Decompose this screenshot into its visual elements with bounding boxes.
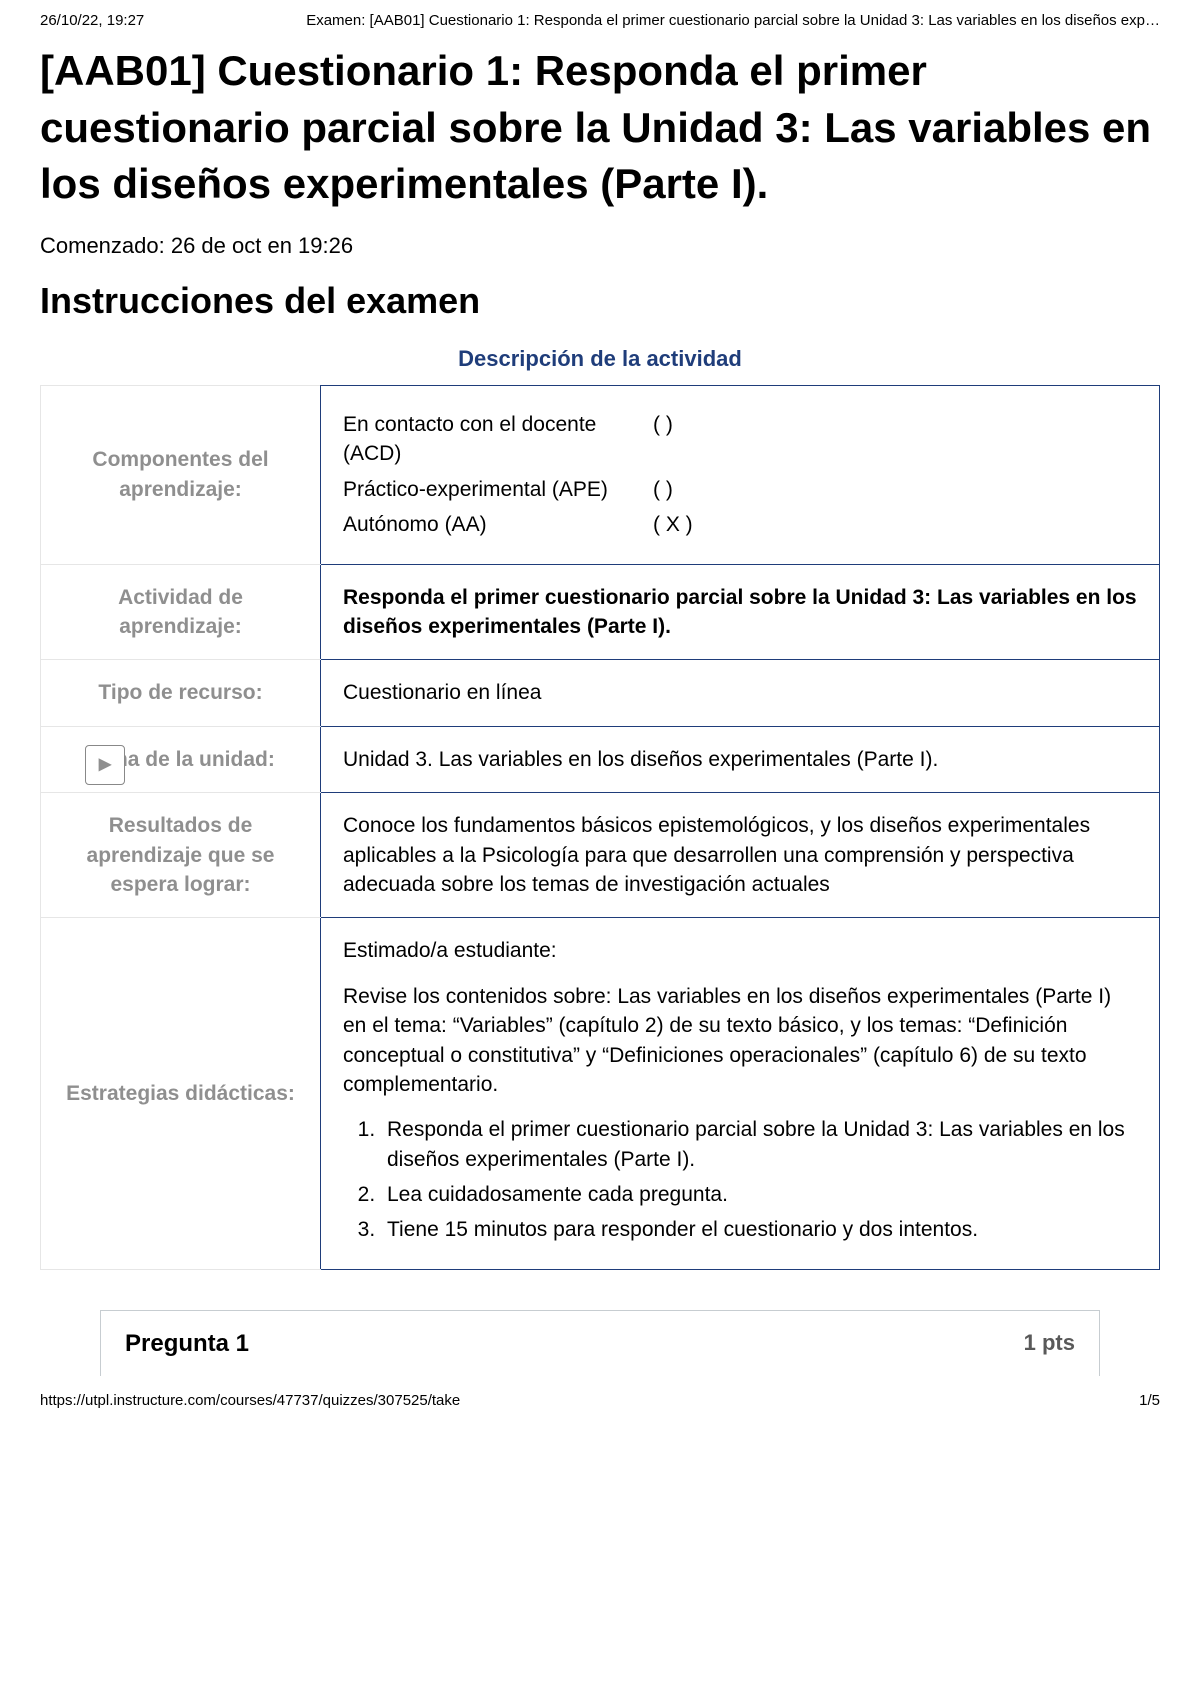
footer-page: 1/5 (1139, 1390, 1160, 1411)
print-page-title: Examen: [AAB01] Cuestionario 1: Responda… (306, 10, 1160, 31)
question-title: Pregunta 1 (125, 1327, 249, 1361)
question-header: Pregunta 1 1 pts (100, 1310, 1100, 1377)
instructions-heading: Instrucciones del examen (40, 276, 1160, 326)
description-caption: Descripción de la actividad (40, 344, 1160, 385)
page-content: [AAB01] Cuestionario 1: Responda el prim… (0, 43, 1200, 1386)
print-footer: https://utpl.instructure.com/courses/477… (0, 1386, 1200, 1421)
label-actividad: Actividad de aprendizaje: (41, 564, 321, 660)
estrategias-list: Responda el primer cuestionario parcial … (343, 1115, 1137, 1245)
value-estrategias: Estimado/a estudiante: Revise los conten… (321, 918, 1160, 1270)
row-tema: ▶ Tema de la unidad: Unidad 3. Las varia… (41, 726, 1160, 792)
question-points: 1 pts (1024, 1328, 1075, 1359)
estrategias-intro: Estimado/a estudiante: (343, 936, 1137, 965)
row-componentes: Componentes del aprendizaje: En contacto… (41, 386, 1160, 565)
estrategias-item: Tiene 15 minutos para responder el cuest… (381, 1215, 1137, 1244)
description-table: Componentes del aprendizaje: En contacto… (40, 385, 1160, 1270)
row-estrategias: Estrategias didácticas: Estimado/a estud… (41, 918, 1160, 1270)
componente-item: Práctico-experimental (APE) ( ) (343, 475, 1137, 504)
value-resultados: Conoce los fundamentos básicos epistemol… (321, 793, 1160, 918)
started-text: Comenzado: 26 de oct en 19:26 (40, 231, 1160, 262)
value-actividad: Responda el primer cuestionario parcial … (321, 564, 1160, 660)
quiz-title: [AAB01] Cuestionario 1: Responda el prim… (40, 43, 1160, 213)
componente-name: Autónomo (AA) (343, 510, 653, 539)
estrategias-paragraph: Revise los contenidos sobre: Las variabl… (343, 982, 1137, 1100)
row-tipo: Tipo de recurso: Cuestionario en línea (41, 660, 1160, 726)
label-resultados: Resultados de aprendizaje que se espera … (41, 793, 321, 918)
print-timestamp: 26/10/22, 19:27 (40, 10, 144, 31)
label-componentes: Componentes del aprendizaje: (41, 386, 321, 565)
play-button[interactable]: ▶ (85, 745, 125, 785)
label-estrategias: Estrategias didácticas: (41, 918, 321, 1270)
estrategias-item: Responda el primer cuestionario parcial … (381, 1115, 1137, 1174)
componente-mark: ( ) (653, 410, 673, 469)
label-tipo: Tipo de recurso: (41, 660, 321, 726)
row-actividad: Actividad de aprendizaje: Responda el pr… (41, 564, 1160, 660)
componente-name: Práctico-experimental (APE) (343, 475, 653, 504)
play-icon: ▶ (99, 754, 111, 776)
componente-mark: ( ) (653, 475, 673, 504)
value-tipo: Cuestionario en línea (321, 660, 1160, 726)
value-componentes: En contacto con el docente (ACD) ( ) Prá… (321, 386, 1160, 565)
label-tema: ▶ Tema de la unidad: (41, 726, 321, 792)
componente-name: En contacto con el docente (ACD) (343, 410, 653, 469)
row-resultados: Resultados de aprendizaje que se espera … (41, 793, 1160, 918)
componente-item: En contacto con el docente (ACD) ( ) (343, 410, 1137, 469)
componente-item: Autónomo (AA) ( X ) (343, 510, 1137, 539)
footer-url: https://utpl.instructure.com/courses/477… (40, 1390, 460, 1411)
componente-mark: ( X ) (653, 510, 693, 539)
value-tema: Unidad 3. Las variables en los diseños e… (321, 726, 1160, 792)
estrategias-item: Lea cuidadosamente cada pregunta. (381, 1180, 1137, 1209)
print-header: 26/10/22, 19:27 Examen: [AAB01] Cuestion… (0, 0, 1200, 33)
